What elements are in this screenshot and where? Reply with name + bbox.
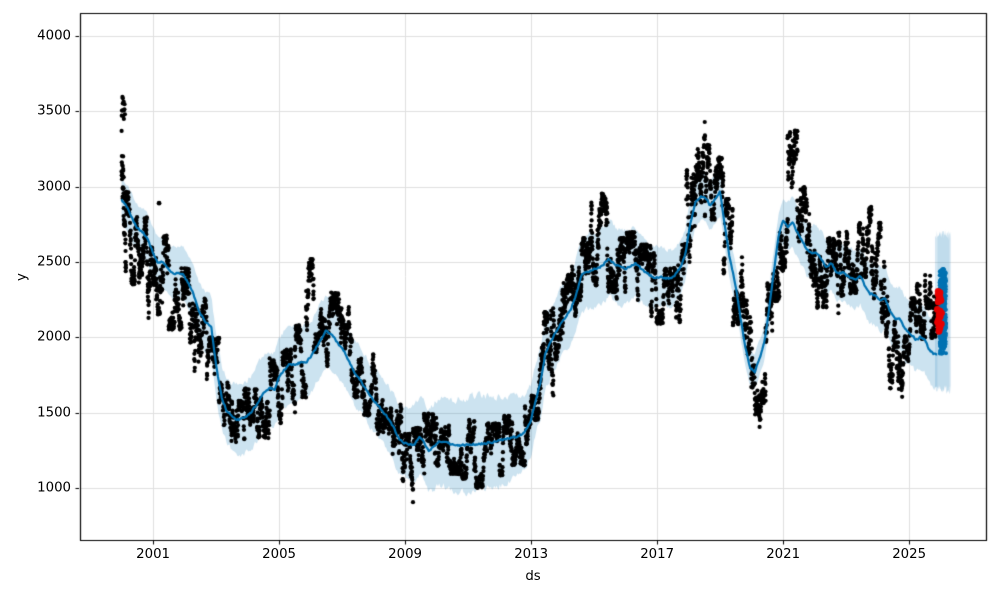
x-tick-label: 2009 — [388, 547, 423, 562]
y-tick-label: 3500 — [37, 103, 71, 119]
x-axis-label: ds — [525, 569, 541, 584]
y-tick-label: 4000 — [37, 28, 71, 44]
y-tick-label: 1500 — [37, 405, 71, 421]
x-tick-label: 2017 — [640, 547, 675, 562]
y-tick-label: 3000 — [37, 178, 71, 194]
x-tick-label: 2021 — [766, 547, 801, 562]
x-tick-label: 2001 — [136, 547, 170, 562]
y-axis-label: y — [14, 273, 30, 281]
x-tick-label: 2013 — [514, 547, 549, 562]
y-tick-label: 1000 — [37, 480, 71, 496]
x-tick-label: 2005 — [262, 547, 296, 562]
x-tick-label: 2025 — [892, 547, 927, 562]
y-tick-label: 2500 — [37, 254, 71, 270]
y-tick-label: 2000 — [37, 329, 71, 345]
